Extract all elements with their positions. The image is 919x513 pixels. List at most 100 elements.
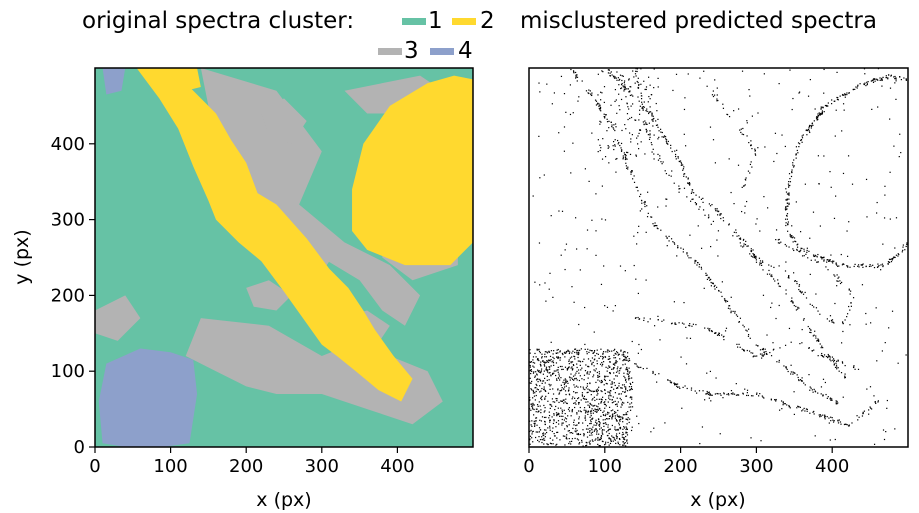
misclustered-pixel: [710, 330, 713, 332]
misclustered-pixel: [566, 350, 568, 353]
misclustered-pixel: [798, 284, 801, 286]
misclustered-pixel: [543, 416, 546, 419]
misclustered-pixel: [806, 410, 808, 412]
misclustered-pixel: [713, 94, 716, 96]
misclustered-pixel: [574, 351, 576, 354]
misclustered-pixel: [585, 387, 587, 389]
misclustered-pixel: [620, 399, 622, 401]
misclustered-pixel: [658, 373, 660, 375]
misclustered-pixel: [556, 431, 558, 434]
misclustered-pixel: [615, 420, 618, 422]
misclustered-pixel: [573, 72, 575, 74]
misclustered-pixel: [621, 387, 623, 389]
misclustered-pixel: [621, 403, 623, 405]
misclustered-pixel: [601, 363, 604, 365]
misclustered-pixel: [742, 239, 745, 241]
misclustered-pixel: [644, 205, 646, 208]
misclustered-pixel: [573, 421, 575, 423]
misclustered-pixel: [657, 319, 659, 321]
misclustered-pixel: [610, 440, 612, 442]
misclustered-pixel: [837, 359, 839, 361]
misclustered-pixel: [589, 390, 591, 392]
misclustered-pixel: [871, 408, 873, 410]
misclustered-pixel: [695, 194, 697, 196]
misclustered-pixel: [829, 315, 832, 317]
misclustered-pixel: [600, 381, 602, 384]
misclustered-pixel: [778, 359, 780, 362]
misclustered-pixel: [597, 353, 599, 355]
misclustered-pixel: [647, 321, 649, 323]
misclustered-pixel: [723, 392, 725, 394]
misclustered-pixel: [606, 383, 608, 385]
misclustered-pixel: [699, 77, 701, 79]
misclustered-pixel: [546, 83, 548, 85]
misclustered-pixel: [796, 282, 798, 285]
misclustered-pixel: [820, 106, 822, 108]
misclustered-pixel: [869, 264, 871, 266]
misclustered-pixel: [564, 401, 566, 403]
misclustered-pixel: [610, 121, 612, 123]
misclustered-pixel: [857, 85, 859, 87]
misclustered-pixel: [812, 124, 814, 126]
misclustered-pixel: [827, 356, 829, 358]
misclustered-pixel: [650, 431, 652, 433]
misclustered-pixel: [666, 198, 668, 200]
misclustered-pixel: [612, 76, 615, 78]
misclustered-pixel: [574, 430, 576, 432]
misclustered-pixel: [637, 352, 639, 354]
misclustered-pixel: [796, 280, 798, 283]
misclustered-pixel: [790, 364, 792, 366]
misclustered-pixel: [622, 414, 625, 416]
misclustered-pixel: [625, 432, 627, 434]
misclustered-pixel: [592, 409, 595, 412]
misclustered-pixel: [792, 241, 794, 243]
misclustered-pixel: [563, 382, 566, 384]
misclustered-pixel: [857, 264, 860, 266]
misclustered-pixel: [842, 330, 844, 333]
misclustered-pixel: [546, 371, 549, 373]
misclustered-pixel: [599, 363, 602, 365]
misclustered-pixel: [657, 159, 660, 161]
misclustered-pixel: [594, 399, 596, 402]
misclustered-pixel: [638, 318, 641, 320]
misclustered-pixel: [602, 138, 604, 140]
misclustered-pixel: [564, 412, 566, 415]
misclustered-pixel: [831, 398, 833, 400]
misclustered-pixel: [716, 214, 719, 216]
misclustered-pixel: [545, 395, 547, 397]
misclustered-pixel: [604, 116, 606, 118]
misclustered-pixel: [815, 337, 817, 339]
misclustered-pixel: [780, 400, 783, 402]
misclustered-pixel: [700, 268, 703, 270]
misclustered-pixel: [589, 434, 591, 436]
misclustered-pixel: [603, 101, 605, 104]
misclustered-pixel: [540, 365, 542, 367]
misclustered-pixel: [860, 264, 862, 266]
misclustered-pixel: [818, 340, 820, 342]
misclustered-pixel: [544, 361, 546, 363]
misclustered-pixel: [630, 138, 632, 140]
misclustered-pixel: [625, 128, 627, 130]
misclustered-pixel: [539, 372, 542, 374]
misclustered-pixel: [620, 98, 623, 101]
misclustered-pixel: [711, 94, 714, 96]
misclustered-pixel: [562, 381, 564, 383]
misclustered-pixel: [821, 257, 824, 259]
misclustered-pixel: [636, 243, 638, 245]
misclustered-pixel: [611, 125, 613, 128]
misclustered-pixel: [644, 203, 646, 205]
misclustered-pixel: [553, 432, 555, 435]
misclustered-pixel: [592, 426, 594, 428]
misclustered-pixel: [695, 392, 698, 394]
misclustered-pixel: [805, 408, 808, 410]
misclustered-pixel: [604, 376, 606, 378]
misclustered-pixel: [553, 419, 555, 421]
misclustered-pixel: [597, 437, 599, 439]
misclustered-pixel: [645, 231, 647, 233]
misclustered-pixel: [671, 322, 673, 324]
misclustered-pixel: [540, 390, 542, 392]
misclustered-pixel: [602, 353, 604, 355]
misclustered-pixel: [585, 441, 587, 444]
misclustered-pixel: [557, 388, 559, 390]
misclustered-pixel: [589, 443, 591, 445]
